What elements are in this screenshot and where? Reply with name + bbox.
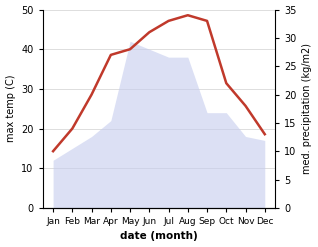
Y-axis label: med. precipitation (kg/m2): med. precipitation (kg/m2) — [302, 43, 313, 174]
Y-axis label: max temp (C): max temp (C) — [5, 75, 16, 143]
X-axis label: date (month): date (month) — [120, 231, 198, 242]
